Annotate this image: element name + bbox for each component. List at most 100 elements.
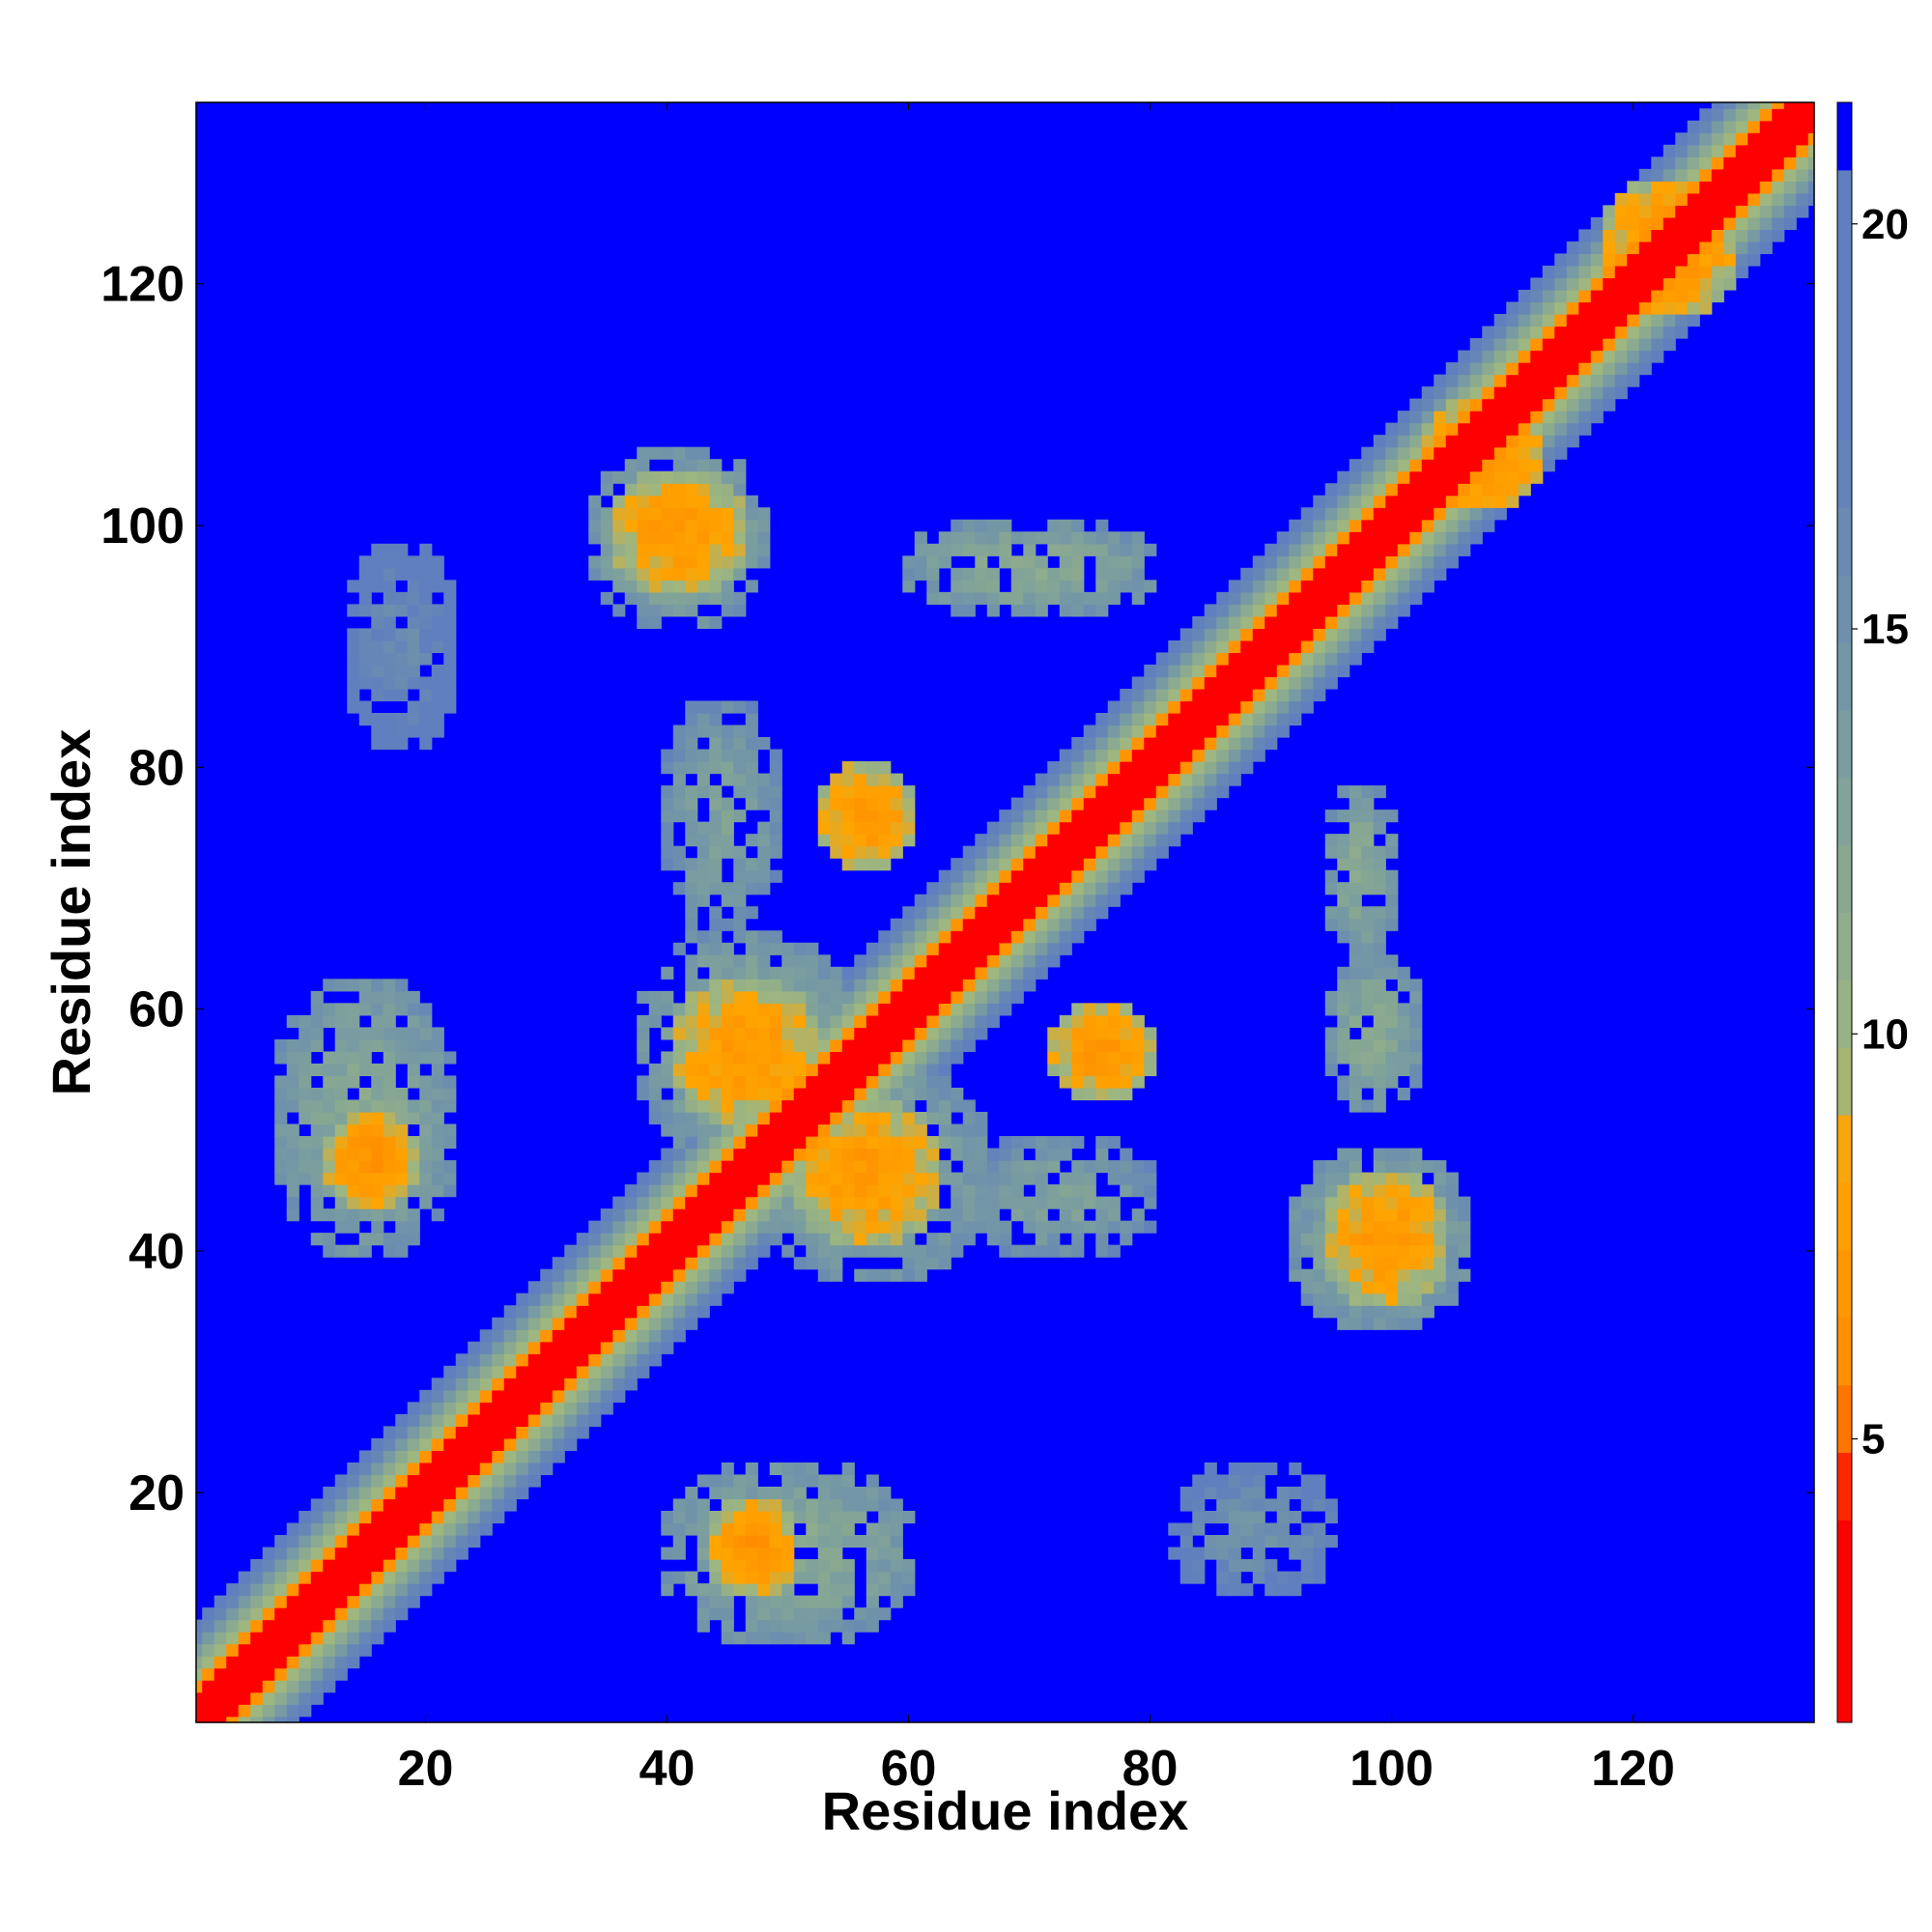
- heatmap-cell: [431, 1510, 444, 1524]
- heatmap-cell: [1120, 688, 1133, 702]
- heatmap-cell: [1192, 797, 1206, 810]
- heatmap-cell: [407, 1038, 420, 1053]
- heatmap-cell: [527, 1341, 541, 1354]
- heatmap-cell: [685, 1257, 698, 1270]
- heatmap-cell: [238, 1716, 251, 1723]
- heatmap-cell: [1783, 216, 1797, 230]
- heatmap-cell: [600, 1208, 613, 1222]
- heatmap-cell: [1361, 604, 1375, 617]
- heatmap-cell: [1107, 591, 1121, 605]
- heatmap-cell: [999, 821, 1012, 835]
- heatmap-cell: [769, 1510, 782, 1524]
- heatmap-cell: [1397, 435, 1410, 448]
- heatmap-cell: [1107, 713, 1121, 726]
- heatmap-cell: [1409, 422, 1423, 436]
- heatmap-cell: [1421, 519, 1435, 532]
- heatmap-cell: [286, 1571, 299, 1584]
- heatmap-cell: [1458, 374, 1471, 387]
- heatmap-cell: [1192, 639, 1206, 654]
- heatmap-cell: [516, 1474, 529, 1488]
- heatmap-cell: [854, 1038, 867, 1053]
- heatmap-cell: [347, 1571, 360, 1584]
- heatmap-cell: [1095, 894, 1109, 907]
- heatmap-cell: [1047, 882, 1061, 895]
- heatmap-cell: [817, 1038, 831, 1053]
- heatmap-cell: [1059, 567, 1072, 581]
- heatmap-cell: [1276, 628, 1290, 641]
- heatmap-cell: [721, 1498, 734, 1512]
- heatmap-cell: [1445, 386, 1459, 400]
- heatmap-cell: [1493, 398, 1507, 412]
- y-tick-label: 80: [128, 740, 185, 796]
- heatmap-cell: [1313, 1547, 1326, 1560]
- heatmap-cell: [431, 1437, 444, 1452]
- heatmap-cell: [962, 1196, 976, 1209]
- heatmap-cell: [902, 1027, 916, 1040]
- heatmap-cell: [1155, 773, 1169, 786]
- heatmap-cell: [1590, 314, 1604, 327]
- heatmap-cell: [1566, 326, 1579, 339]
- heatmap-cell: [1144, 543, 1157, 556]
- heatmap-cell: [395, 1003, 409, 1016]
- heatmap-cell: [1071, 1136, 1085, 1150]
- heatmap-cell: [1083, 724, 1096, 738]
- heatmap-cell: [1675, 301, 1689, 315]
- heatmap-cell: [661, 555, 674, 569]
- heatmap-cell: [806, 1220, 819, 1234]
- heatmap-cell: [1095, 749, 1109, 762]
- heatmap-cell: [986, 1233, 1000, 1246]
- heatmap-cell: [1120, 1051, 1133, 1065]
- heatmap-cell: [1324, 1063, 1338, 1077]
- heatmap-cell: [213, 1704, 227, 1718]
- heatmap-cell: [757, 1583, 771, 1597]
- heatmap-cell: [226, 1607, 240, 1621]
- heatmap-cell: [600, 1389, 613, 1403]
- heatmap-cell: [1397, 483, 1410, 497]
- heatmap-cell: [806, 1233, 819, 1246]
- heatmap-cell: [419, 1389, 433, 1403]
- heatmap-cell: [1071, 580, 1085, 593]
- heatmap-cell: [419, 555, 433, 569]
- heatmap-cell: [806, 1003, 819, 1016]
- heatmap-cell: [926, 1208, 940, 1222]
- heatmap-cell: [1421, 446, 1435, 460]
- heatmap-cell: [661, 1196, 674, 1209]
- heatmap-cell: [1530, 422, 1544, 436]
- heatmap-cell: [637, 483, 650, 497]
- heatmap-cell: [685, 1486, 698, 1500]
- heatmap-cell: [914, 942, 927, 955]
- heatmap-cell: [685, 869, 698, 883]
- heatmap-cell: [878, 858, 892, 871]
- heatmap-cell: [817, 1571, 831, 1584]
- heatmap-cell: [1047, 1051, 1061, 1065]
- heatmap-cell: [999, 591, 1012, 605]
- heatmap-cell: [854, 954, 867, 968]
- heatmap-cell: [1723, 229, 1737, 242]
- heatmap-cell: [914, 1160, 927, 1174]
- heatmap-cell: [479, 1365, 493, 1378]
- heatmap-cell: [1530, 314, 1544, 327]
- heatmap-cell: [1361, 567, 1375, 581]
- heatmap-cell: [1361, 1208, 1375, 1222]
- heatmap-cell: [854, 1112, 867, 1125]
- heatmap-cell: [1047, 1160, 1061, 1174]
- heatmap-cell: [1071, 519, 1085, 532]
- heatmap-cell: [347, 1632, 360, 1645]
- heatmap-cell: [371, 1559, 384, 1573]
- heatmap-cell: [817, 1619, 831, 1633]
- heatmap-cell: [781, 1208, 795, 1222]
- heatmap-cell: [1373, 1244, 1386, 1258]
- heatmap-cell: [371, 676, 384, 690]
- heatmap-cell: [999, 1160, 1012, 1174]
- heatmap-cell: [806, 1522, 819, 1536]
- heatmap-cell: [781, 1112, 795, 1125]
- heatmap-cell: [334, 1014, 348, 1028]
- heatmap-cell: [1289, 676, 1302, 690]
- heatmap-cell: [1192, 1510, 1206, 1524]
- heatmap-cell: [516, 1426, 529, 1439]
- heatmap-cell: [1421, 507, 1435, 521]
- heatmap-cell: [358, 591, 372, 605]
- heatmap-cell: [890, 821, 903, 835]
- heatmap-cell: [1252, 1462, 1265, 1476]
- heatmap-cell: [951, 1184, 964, 1198]
